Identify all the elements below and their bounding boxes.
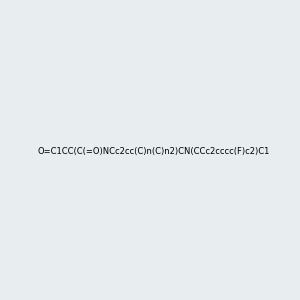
Text: O=C1CC(C(=O)NCc2cc(C)n(C)n2)CN(CCc2cccc(F)c2)C1: O=C1CC(C(=O)NCc2cc(C)n(C)n2)CN(CCc2cccc(…	[38, 147, 270, 156]
